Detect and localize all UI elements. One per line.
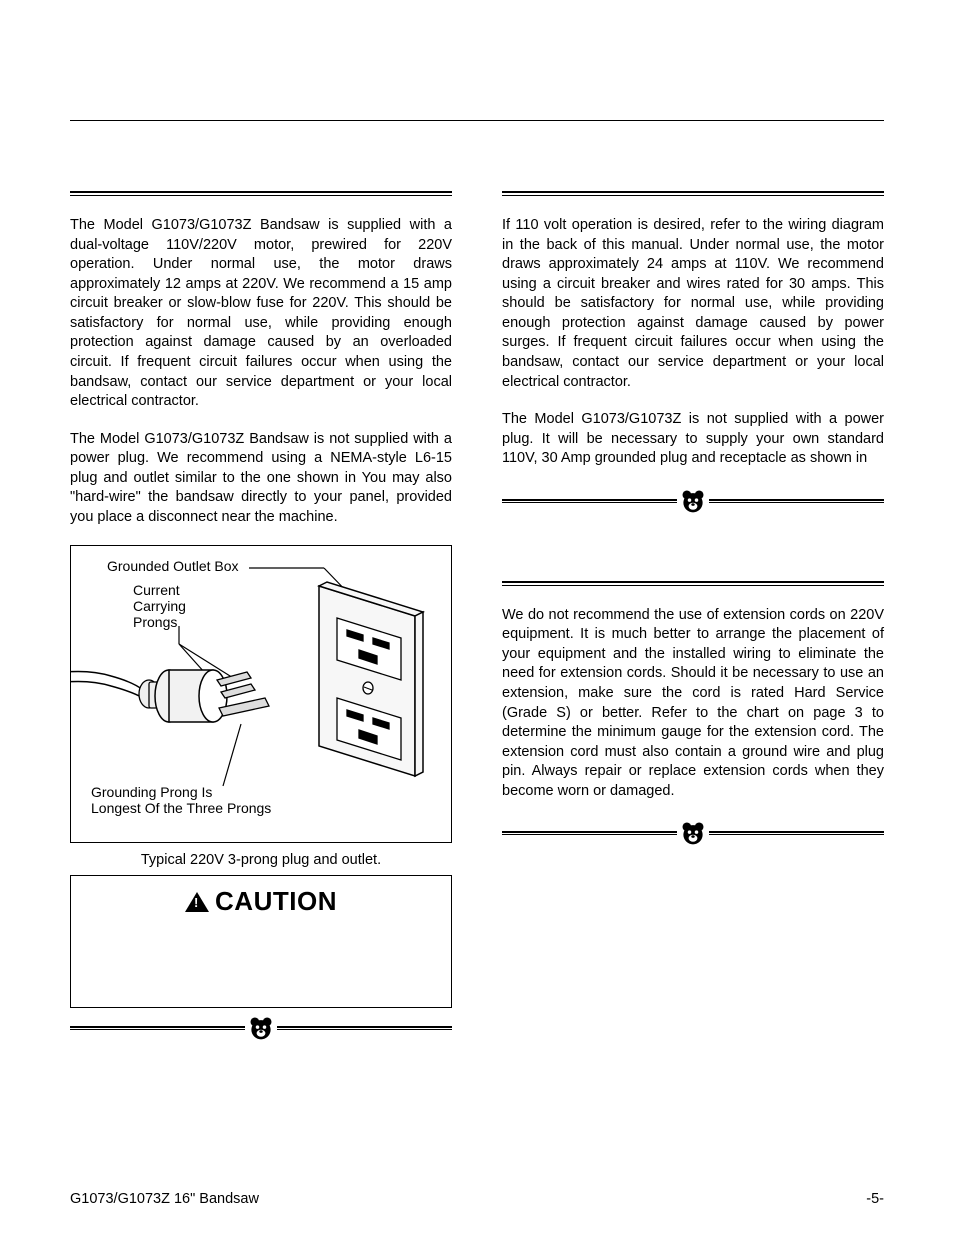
divider-line — [502, 831, 677, 835]
warning-triangle-icon — [185, 892, 209, 912]
footer-title: G1073/G1073Z 16" Bandsaw — [70, 1191, 259, 1207]
footer-page-number: -5- — [866, 1191, 884, 1207]
caution-header: CAUTION — [83, 886, 439, 917]
plug-outlet-figure: Grounded Outlet Box Current Carrying Pro… — [70, 545, 452, 843]
caution-box: CAUTION — [70, 875, 452, 1008]
right-column-rule — [502, 191, 884, 196]
right-paragraph-1: If 110 volt operation is desired, refer … — [502, 216, 884, 392]
spacer — [502, 541, 884, 581]
bear-divider-right-2 — [502, 819, 884, 847]
right-paragraph-3: We do not recommend the use of extension… — [502, 606, 884, 802]
left-paragraph-2: The Model G1073/G1073Z Bandsaw is not su… — [70, 430, 452, 528]
bear-divider-left — [70, 1014, 452, 1042]
plug-outlet-illustration — [71, 564, 431, 794]
page-footer: G1073/G1073Z 16" Bandsaw -5- — [70, 1191, 884, 1207]
right-column-rule-2 — [502, 581, 884, 586]
divider-line — [277, 1026, 452, 1030]
figure-caption: Typical 220V 3-prong plug and outlet. — [70, 851, 452, 871]
caution-word: CAUTION — [215, 886, 337, 917]
right-paragraph-2: The Model G1073/G1073Z is not supplied w… — [502, 410, 884, 469]
bear-icon — [679, 487, 707, 515]
bear-icon — [247, 1014, 275, 1042]
bear-icon — [679, 819, 707, 847]
divider-line — [502, 499, 677, 503]
two-column-layout: The Model G1073/G1073Z Bandsaw is suppli… — [70, 191, 884, 1068]
divider-line — [70, 1026, 245, 1030]
divider-line — [709, 499, 884, 503]
figure-label-ground-2: Longest Of the Three Prongs — [91, 800, 271, 816]
left-paragraph-1: The Model G1073/G1073Z Bandsaw is suppli… — [70, 216, 452, 412]
left-column-rule — [70, 191, 452, 196]
divider-line — [709, 831, 884, 835]
page-top-rule — [70, 120, 884, 121]
left-column: The Model G1073/G1073Z Bandsaw is suppli… — [70, 191, 452, 1068]
right-column: If 110 volt operation is desired, refer … — [502, 191, 884, 1068]
bear-divider-right-1 — [502, 487, 884, 515]
